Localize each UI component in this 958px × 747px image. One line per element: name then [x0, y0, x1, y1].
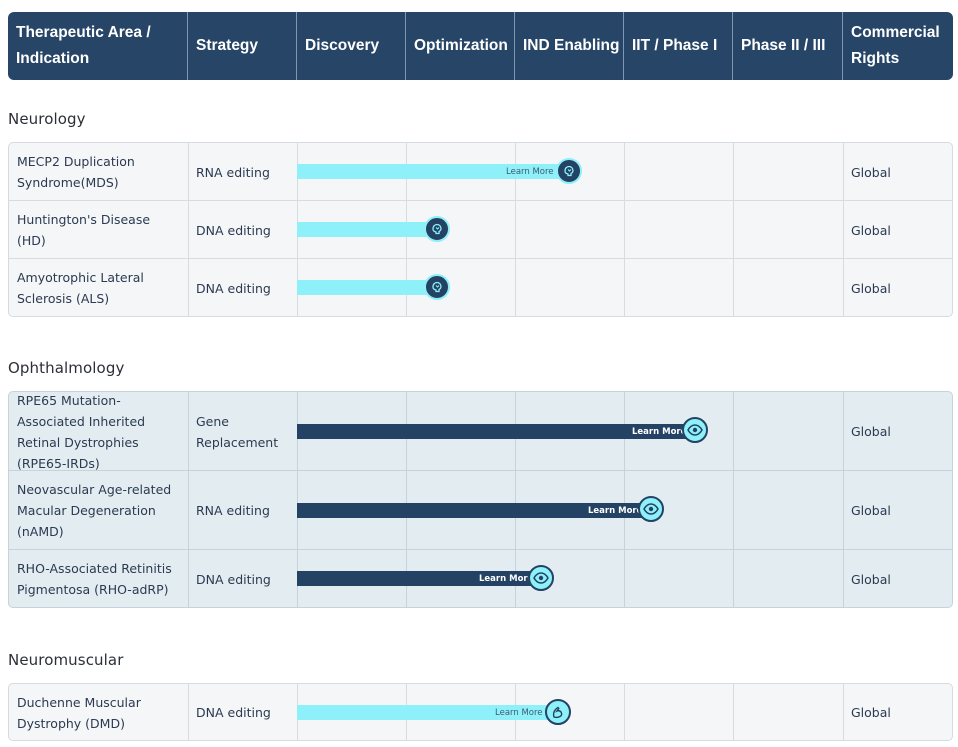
- commercial-rights-label: Global: [851, 571, 891, 587]
- brain-icon[interactable]: [556, 158, 582, 184]
- header-strategy: Strategy: [188, 12, 297, 80]
- indication-label: Duchenne Muscular Dystrophy (DMD): [17, 694, 141, 731]
- commercial-rights-label: Global: [851, 222, 891, 238]
- section-title-neurology: Neurology: [8, 110, 86, 128]
- eye-icon[interactable]: [682, 417, 708, 443]
- strategy-label: DNA editing: [196, 705, 271, 720]
- neuromuscular-table: Duchenne Muscular Dystrophy (DMD) DNA ed…: [8, 683, 953, 741]
- indication-label: Huntington's Disease (HD): [17, 212, 151, 248]
- eye-icon[interactable]: [638, 496, 664, 522]
- ophthalmology-table: RPE65 Mutation-Associated Inherited Reti…: [8, 391, 953, 608]
- commercial-rights-label: Global: [851, 280, 891, 296]
- learn-more-link[interactable]: Learn More: [495, 708, 543, 718]
- section-title-ophthalmology: Ophthalmology: [8, 359, 125, 377]
- header-optimization: Optimization: [406, 12, 515, 80]
- progress-bar: [297, 222, 435, 237]
- table-row: Neovascular Age-related Macular Degenera…: [9, 471, 952, 550]
- brain-icon[interactable]: [424, 274, 450, 300]
- learn-more-link[interactable]: Learn More: [632, 427, 687, 437]
- header-discovery: Discovery: [297, 12, 406, 80]
- table-row: Duchenne Muscular Dystrophy (DMD) DNA ed…: [9, 684, 952, 740]
- muscle-arm-icon[interactable]: [545, 699, 571, 725]
- table-row: Amyotrophic Lateral Sclerosis (ALS) DNA …: [9, 259, 952, 316]
- section-title-neuromuscular: Neuromuscular: [8, 651, 124, 669]
- progress-bar: [297, 705, 555, 720]
- learn-more-link[interactable]: Learn More: [588, 506, 643, 516]
- commercial-rights-label: Global: [851, 424, 891, 439]
- table-row: RHO-Associated Retinitis Pigmentosa (RHO…: [9, 550, 952, 607]
- indication-label: RPE65 Mutation-Associated Inherited Reti…: [17, 392, 146, 471]
- header-therapeutic-area: Therapeutic Area / Indication: [8, 12, 188, 80]
- eye-icon[interactable]: [528, 565, 554, 591]
- indication-label: RHO-Associated Retinitis Pigmentosa (RHO…: [17, 561, 172, 597]
- learn-more-link[interactable]: Learn More: [506, 167, 554, 177]
- table-row: MECP2 Duplication Syndrome(MDS) RNA edit…: [9, 143, 952, 201]
- progress-bar: [297, 571, 544, 586]
- strategy-label: RNA editing: [196, 503, 270, 518]
- strategy-label: DNA editing: [196, 571, 271, 587]
- strategy-label: DNA editing: [196, 222, 271, 238]
- header-commercial-rights: Commercial Rights: [851, 24, 940, 67]
- strategy-label: Gene Replacement: [196, 413, 279, 450]
- commercial-rights-label: Global: [851, 705, 891, 720]
- brain-icon[interactable]: [424, 216, 450, 242]
- commercial-rights-label: Global: [851, 164, 891, 180]
- indication-label: MECP2 Duplication Syndrome(MDS): [17, 154, 135, 190]
- commercial-rights-label: Global: [851, 503, 891, 518]
- strategy-label: DNA editing: [196, 280, 271, 296]
- indication-label: Neovascular Age-related Macular Degenera…: [17, 482, 172, 539]
- header-iit-phase1: IIT / Phase I: [624, 12, 733, 80]
- header-phase2-3: Phase II / III: [733, 12, 843, 80]
- strategy-label: RNA editing: [196, 164, 270, 180]
- indication-label: Amyotrophic Lateral Sclerosis (ALS): [17, 270, 144, 306]
- table-row: RPE65 Mutation-Associated Inherited Reti…: [9, 392, 952, 471]
- table-row: Huntington's Disease (HD) DNA editing Gl…: [9, 201, 952, 259]
- progress-bar: [297, 503, 652, 518]
- progress-bar: [297, 280, 435, 295]
- neurology-table: MECP2 Duplication Syndrome(MDS) RNA edit…: [8, 142, 953, 317]
- pipeline-header: Therapeutic Area / Indication Strategy D…: [8, 12, 953, 80]
- header-ind-enabling: IND Enabling: [515, 12, 624, 80]
- learn-more-link[interactable]: Learn More: [479, 574, 534, 584]
- progress-bar: [297, 424, 697, 439]
- progress-bar: [297, 164, 567, 179]
